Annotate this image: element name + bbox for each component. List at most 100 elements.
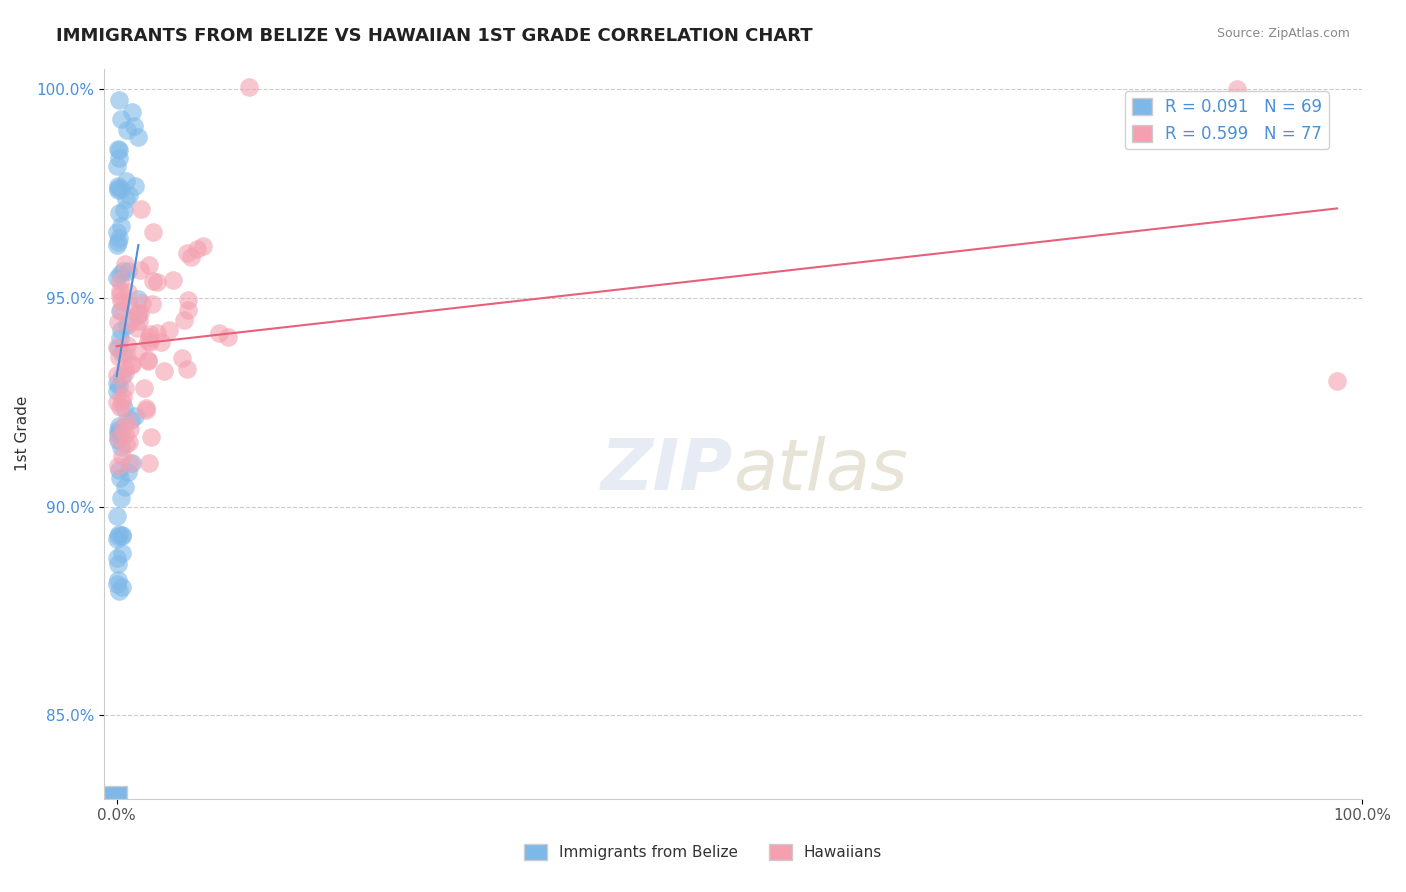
Point [1226,82,1249,96]
Point [105,225,128,239]
Point [108,463,131,477]
Point [107,427,129,442]
Point [162,273,184,287]
Point [176,246,198,260]
Point [115,192,138,206]
Point [127,345,149,359]
Point [173,313,195,327]
Point [108,93,131,107]
Point [108,400,131,414]
Point [110,112,132,126]
Point [110,285,132,299]
Point [134,380,156,394]
Point [107,431,129,445]
Point [121,105,143,120]
Point [177,302,200,317]
Point [108,331,131,345]
Point [115,413,138,427]
Point [117,465,139,479]
Point [107,142,129,156]
Point [191,239,214,253]
Point [115,347,138,361]
Point [108,288,131,302]
Point [110,182,132,196]
Point [114,366,136,380]
Point [127,306,149,320]
Point [111,390,134,404]
Point [129,306,152,320]
Point [180,250,202,264]
Point [141,430,163,444]
Point [107,181,129,195]
Point [117,285,139,299]
Point [108,274,131,288]
Point [152,364,174,378]
Point [105,340,128,354]
Point [107,379,129,393]
Point [238,79,260,94]
Point [127,292,149,306]
Point [1326,375,1348,389]
Point [114,360,136,375]
Point [142,225,165,239]
Legend: R = 0.091   N = 69, R = 0.599   N = 77: R = 0.091 N = 69, R = 0.599 N = 77 [1125,92,1329,150]
Point [112,202,135,217]
Point [159,323,181,337]
Point [121,456,143,470]
Point [118,422,141,436]
Point [111,346,134,360]
Point [111,419,134,434]
Point [108,471,131,485]
Point [105,271,128,285]
Point [114,480,136,494]
Point [105,368,128,383]
Point [135,403,157,417]
Point [115,174,138,188]
Point [139,326,162,341]
Point [120,315,142,329]
Point [127,129,149,144]
Point [150,334,173,349]
Point [121,357,143,371]
Point [115,122,138,136]
Point [111,449,134,463]
Point [135,401,157,416]
Point [107,179,129,194]
Point [105,577,128,591]
Point [114,382,136,396]
Point [108,425,131,439]
Point [186,243,208,257]
Point [107,423,129,437]
Point [110,219,132,233]
Point [107,573,129,587]
Point [107,235,129,249]
Point [118,456,141,470]
Point [107,418,129,433]
Point [108,206,131,220]
Point [105,395,128,409]
Point [107,557,129,571]
Point [107,458,129,473]
Point [138,330,160,344]
Point [129,262,152,277]
Point [128,314,150,328]
Point [107,144,129,158]
Point [105,159,128,173]
Point [107,529,129,543]
Point [117,298,139,312]
Text: IMMIGRANTS FROM BELIZE VS HAWAIIAN 1ST GRADE CORRELATION CHART: IMMIGRANTS FROM BELIZE VS HAWAIIAN 1ST G… [56,27,813,45]
Point [111,395,134,409]
Text: Source: ZipAtlas.com: Source: ZipAtlas.com [1216,27,1350,40]
Point [110,303,132,318]
Point [112,401,135,415]
Point [136,353,159,368]
Point [111,580,134,594]
Point [107,183,129,197]
Point [124,179,146,194]
Point [139,334,162,349]
Point [110,323,132,337]
Point [131,202,153,216]
Point [136,354,159,368]
Point [110,491,132,505]
Point [108,151,131,165]
